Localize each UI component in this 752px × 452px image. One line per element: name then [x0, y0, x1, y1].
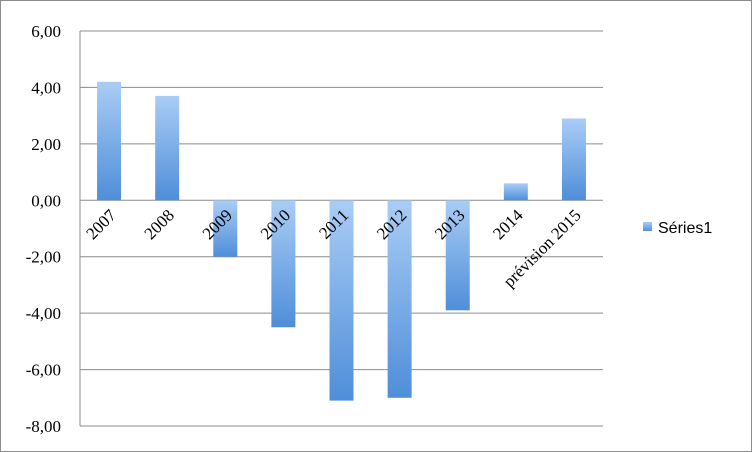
y-tick-label: 0,00 — [31, 191, 61, 210]
bar-2014 — [503, 183, 528, 201]
y-tick-label: 6,00 — [31, 22, 61, 41]
y-tick-label: -4,00 — [26, 304, 61, 323]
y-tick-label: -6,00 — [26, 361, 61, 380]
category-label: 2014 — [489, 205, 527, 243]
category-label: 2008 — [141, 206, 178, 243]
y-tick-label: -2,00 — [26, 248, 61, 267]
bar-2012 — [387, 200, 412, 398]
y-tick-label: -8,00 — [26, 417, 61, 436]
legend-label: Séries1 — [658, 220, 712, 237]
bar-prévision-2015 — [561, 118, 586, 201]
bar-2011 — [329, 200, 354, 401]
y-axis-ticks: 6,00 4,00 2,00 0,00 -2,00 -4,00 -6,00 -8,00 — [26, 22, 61, 436]
bars — [97, 81, 586, 401]
y-tick-label: 2,00 — [31, 135, 61, 154]
bar-2007 — [97, 81, 122, 201]
category-label: 2007 — [82, 205, 120, 243]
legend: Séries1 — [643, 220, 712, 237]
legend-swatch — [643, 222, 652, 231]
bar-2010 — [271, 200, 296, 328]
bar-2013 — [445, 200, 470, 311]
bar-2008 — [155, 95, 180, 201]
y-tick-label: 4,00 — [31, 78, 61, 97]
bar-2009 — [213, 200, 238, 257]
